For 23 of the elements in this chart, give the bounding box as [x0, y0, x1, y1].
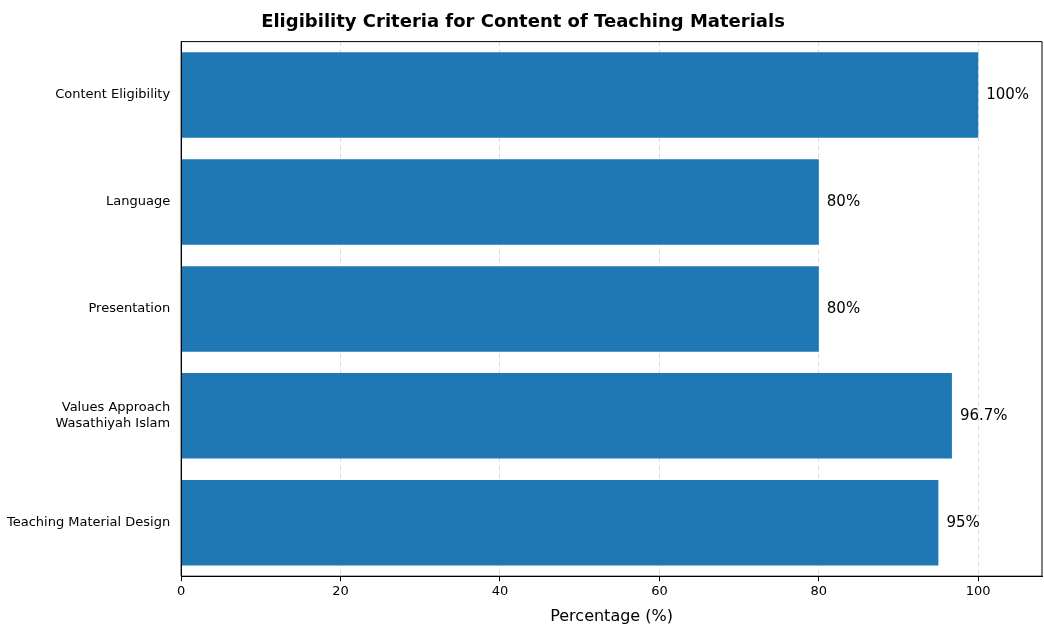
x-tick-label: 40 [491, 583, 509, 599]
x-axis-title: Percentage (%) [550, 605, 673, 625]
bar [181, 373, 952, 459]
x-tick-label: 20 [332, 583, 349, 599]
x-tick-label: 80 [810, 583, 828, 599]
bar [181, 159, 819, 245]
y-tick-label: Teaching Material Design [5, 514, 171, 530]
x-tick-label: 0 [177, 583, 186, 599]
data-label: 95% [946, 512, 980, 531]
data-label: 96.7% [959, 405, 1008, 424]
data-label: 100% [986, 84, 1030, 103]
chart-title: Eligibility Criteria for Content of Teaching Materials [261, 10, 785, 32]
x-tick-label: 100 [965, 583, 991, 599]
bar [181, 266, 819, 352]
y-tick-label: Content Eligibility [55, 86, 171, 102]
bar [181, 479, 939, 566]
data-label: 80% [826, 191, 861, 210]
bar [181, 52, 979, 138]
data-label: 80% [826, 298, 861, 317]
x-tick-label: 60 [651, 583, 668, 599]
y-tick-label: Presentation [88, 300, 171, 316]
y-tick-label: Language [105, 193, 171, 209]
y-tick-label: Values Approach Wasathiyah Islam [55, 399, 171, 430]
